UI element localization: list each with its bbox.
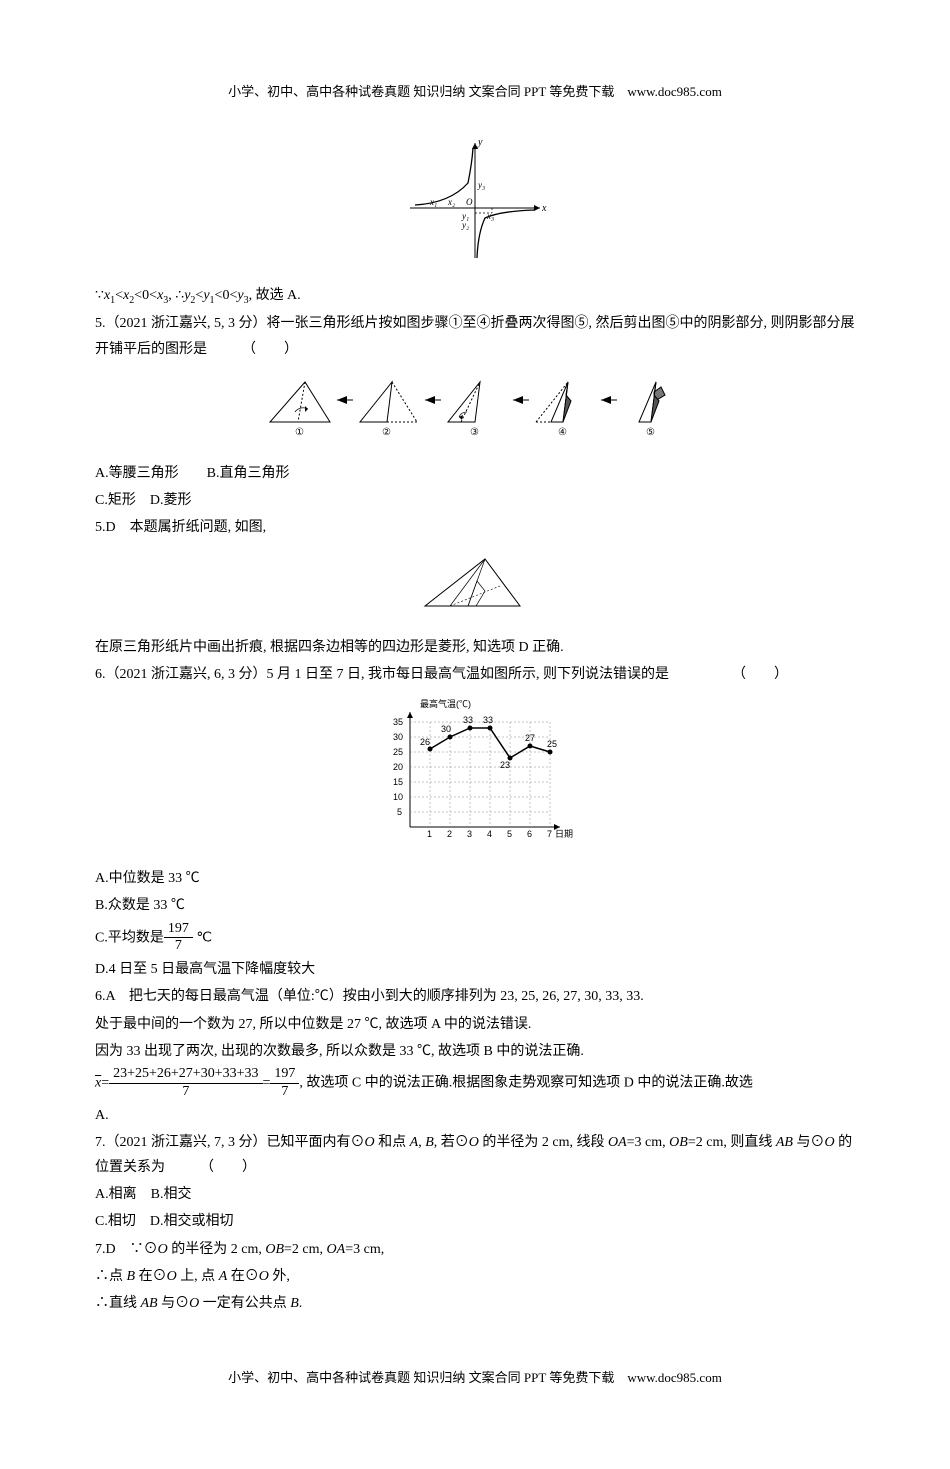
figure-unfold (95, 551, 855, 625)
svg-text:最高气温(℃): 最高气温(℃) (420, 698, 471, 709)
q5-answer: 5.D 本题属折纸问题, 如图, (95, 515, 855, 540)
q6-option-a: A.中位数是 33 ℃ (95, 866, 855, 891)
svg-text:15: 15 (393, 777, 403, 787)
svg-text:③: ③ (470, 427, 479, 438)
q7-option-ab: A.相离 B.相交 (95, 1182, 855, 1207)
svg-text:④: ④ (558, 427, 567, 438)
svg-text:2: 2 (447, 829, 452, 839)
line-conclusion-4: ∵x1<x2<0<x3, ∴y2<y1<0<y3, 故选 A. (95, 283, 855, 310)
page-header: 小学、初中、高中各种试卷真题 知识归纳 文案合同 PPT 等免费下载 www.d… (95, 80, 855, 103)
svg-text:10: 10 (393, 792, 403, 802)
svg-text:27: 27 (525, 733, 535, 743)
svg-text:y: y (477, 137, 483, 148)
q6-ans1: 6.A 把七天的每日最高气温（单位:℃）按由小到大的顺序排列为 23, 25, … (95, 984, 855, 1009)
q6-option-b: B.众数是 33 ℃ (95, 893, 855, 918)
svg-text:35: 35 (393, 717, 403, 727)
svg-text:26: 26 (420, 737, 430, 747)
svg-text:30: 30 (393, 732, 403, 742)
q7-answer: 7.D ∵⊙O 的半径为 2 cm, OB=2 cm, OA=3 cm, (95, 1237, 855, 1262)
q7-option-cd: C.相切 D.相交或相切 (95, 1209, 855, 1234)
svg-text:y₂: y₂ (461, 220, 469, 230)
svg-text:4: 4 (487, 829, 492, 839)
q6-ans5: A. (95, 1103, 855, 1128)
q5-explanation: 在原三角形纸片中画出折痕, 根据四条边相等的四边形是菱形, 知选项 D 正确. (95, 635, 855, 660)
figure-fold-triangles: ① ② ③ ④ ⑤ (95, 372, 855, 451)
q5-stem: 5.（2021 浙江嘉兴, 5, 3 分）将一张三角形纸片按如图步骤①至④折叠两… (95, 311, 855, 361)
svg-text:5: 5 (397, 807, 402, 817)
q6-option-c: C.平均数是1977 ℃ (95, 921, 855, 956)
svg-text:O: O (466, 197, 473, 207)
svg-text:日期: 日期 (555, 829, 573, 839)
svg-text:⑤: ⑤ (646, 427, 655, 438)
svg-text:x₃: x₃ (486, 211, 494, 221)
svg-text:6: 6 (527, 829, 532, 839)
page-footer: 小学、初中、高中各种试卷真题 知识归纳 文案合同 PPT 等免费下载 www.d… (95, 1366, 855, 1389)
q6-option-d: D.4 日至 5 日最高气温下降幅度较大 (95, 957, 855, 982)
svg-text:7: 7 (547, 829, 552, 839)
svg-text:25: 25 (393, 747, 403, 757)
svg-text:②: ② (382, 427, 391, 438)
q6-stem: 6.（2021 浙江嘉兴, 6, 3 分）5 月 1 日至 7 日, 我市每日最… (95, 662, 855, 687)
figure-temp-chart: 最高气温(℃) 5 10 15 20 25 30 35 1 2 (95, 697, 855, 856)
q5-option-cd: C.矩形 D.菱形 (95, 488, 855, 513)
q6-ans2: 处于最中间的一个数为 27, 所以中位数是 27 ℃, 故选项 A 中的说法错误… (95, 1012, 855, 1037)
svg-text:x₂: x₂ (447, 197, 455, 207)
figure-hyperbola: x y x₁ x₂ y₃ O x₃ y₁ y₂ (95, 133, 855, 272)
svg-text:25: 25 (547, 739, 557, 749)
svg-text:x: x (541, 203, 547, 214)
q6-ans4: x=23+25+26+27+30+33+337=1977, 故选项 C 中的说法… (95, 1066, 855, 1101)
q7-line2: ∴点 B 在⊙O 上, 点 A 在⊙O 外, (95, 1264, 855, 1289)
svg-text:23: 23 (500, 760, 510, 770)
q5-option-ab: A.等腰三角形 B.直角三角形 (95, 461, 855, 486)
svg-text:1: 1 (427, 829, 432, 839)
svg-text:30: 30 (441, 724, 451, 734)
q6-ans3: 因为 33 出现了两次, 出现的次数最多, 所以众数是 33 ℃, 故选项 B … (95, 1039, 855, 1064)
svg-text:33: 33 (483, 715, 493, 725)
svg-text:5: 5 (507, 829, 512, 839)
svg-text:3: 3 (467, 829, 472, 839)
svg-text:x₁: x₁ (429, 197, 437, 207)
svg-text:20: 20 (393, 762, 403, 772)
svg-text:①: ① (295, 427, 304, 438)
svg-text:33: 33 (463, 715, 473, 725)
q7-stem: 7.（2021 浙江嘉兴, 7, 3 分）已知平面内有⊙O 和点 A, B, 若… (95, 1130, 855, 1180)
q7-line3: ∴直线 AB 与⊙O 一定有公共点 B. (95, 1291, 855, 1316)
svg-text:y₃: y₃ (477, 180, 485, 190)
